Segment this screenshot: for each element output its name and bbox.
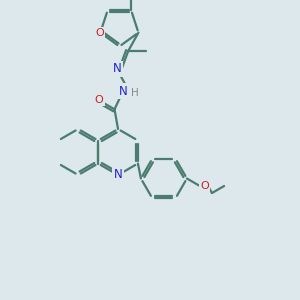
Text: H: H [131, 88, 139, 98]
Text: N: N [113, 62, 122, 75]
Text: O: O [95, 95, 103, 105]
Text: N: N [114, 169, 122, 182]
Text: O: O [95, 28, 104, 38]
Text: O: O [200, 181, 209, 191]
Text: N: N [118, 85, 127, 98]
